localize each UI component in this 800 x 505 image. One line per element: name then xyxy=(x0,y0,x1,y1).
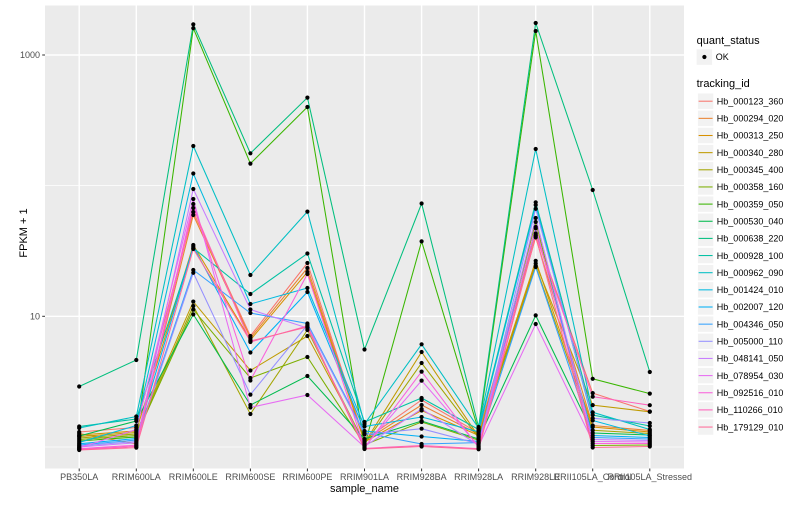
svg-text:tracking_id: tracking_id xyxy=(697,78,750,90)
svg-text:RRIM600LE: RRIM600LE xyxy=(169,472,218,482)
svg-text:Hb_000638_220: Hb_000638_220 xyxy=(717,234,784,244)
svg-text:Hb_092516_010: Hb_092516_010 xyxy=(717,388,784,398)
svg-text:RRIM600SE: RRIM600SE xyxy=(225,472,275,482)
svg-text:RRIM928BA: RRIM928BA xyxy=(397,472,447,482)
svg-text:RRIM928LE: RRIM928LE xyxy=(511,472,560,482)
svg-text:Hb_000123_360: Hb_000123_360 xyxy=(717,96,784,106)
svg-text:Hb_000962_090: Hb_000962_090 xyxy=(717,268,784,278)
svg-text:RRIM928LA: RRIM928LA xyxy=(454,472,503,482)
svg-text:Hb_000358_160: Hb_000358_160 xyxy=(717,182,784,192)
svg-text:Hb_000530_040: Hb_000530_040 xyxy=(717,216,784,226)
svg-text:Hb_048141_050: Hb_048141_050 xyxy=(717,354,784,364)
svg-text:1000: 1000 xyxy=(20,50,40,60)
svg-text:sample_name: sample_name xyxy=(330,483,399,495)
svg-text:OK: OK xyxy=(716,52,729,62)
svg-text:PB350LA: PB350LA xyxy=(60,472,98,482)
svg-text:10: 10 xyxy=(30,311,40,321)
svg-text:FPKM + 1: FPKM + 1 xyxy=(18,208,30,257)
svg-text:Hb_000340_280: Hb_000340_280 xyxy=(717,148,784,158)
svg-text:Hb_000294_020: Hb_000294_020 xyxy=(717,114,784,124)
svg-text:RRIM901LA: RRIM901LA xyxy=(340,472,389,482)
svg-text:quant_status: quant_status xyxy=(697,35,760,47)
svg-text:RRII105LA_Control: RRII105LA_Control xyxy=(554,472,632,482)
svg-text:Hb_002007_120: Hb_002007_120 xyxy=(717,302,784,312)
svg-text:Hb_004346_050: Hb_004346_050 xyxy=(717,319,784,329)
svg-text:RRIM600PE: RRIM600PE xyxy=(282,472,332,482)
svg-text:Hb_000928_100: Hb_000928_100 xyxy=(717,251,784,261)
svg-text:Hb_000313_250: Hb_000313_250 xyxy=(717,131,784,141)
svg-text:Hb_001424_010: Hb_001424_010 xyxy=(717,285,784,295)
svg-text:Hb_000359_050: Hb_000359_050 xyxy=(717,199,784,209)
svg-text:Hb_110266_010: Hb_110266_010 xyxy=(717,405,783,415)
svg-text:Hb_179129_010: Hb_179129_010 xyxy=(717,422,784,432)
svg-text:RRIM600LA: RRIM600LA xyxy=(112,472,161,482)
svg-text:RRII105LA_Stressed: RRII105LA_Stressed xyxy=(608,472,693,482)
svg-text:Hb_005000_110: Hb_005000_110 xyxy=(717,337,783,347)
svg-text:Hb_000345_400: Hb_000345_400 xyxy=(717,165,784,175)
svg-text:Hb_078954_030: Hb_078954_030 xyxy=(717,371,784,381)
